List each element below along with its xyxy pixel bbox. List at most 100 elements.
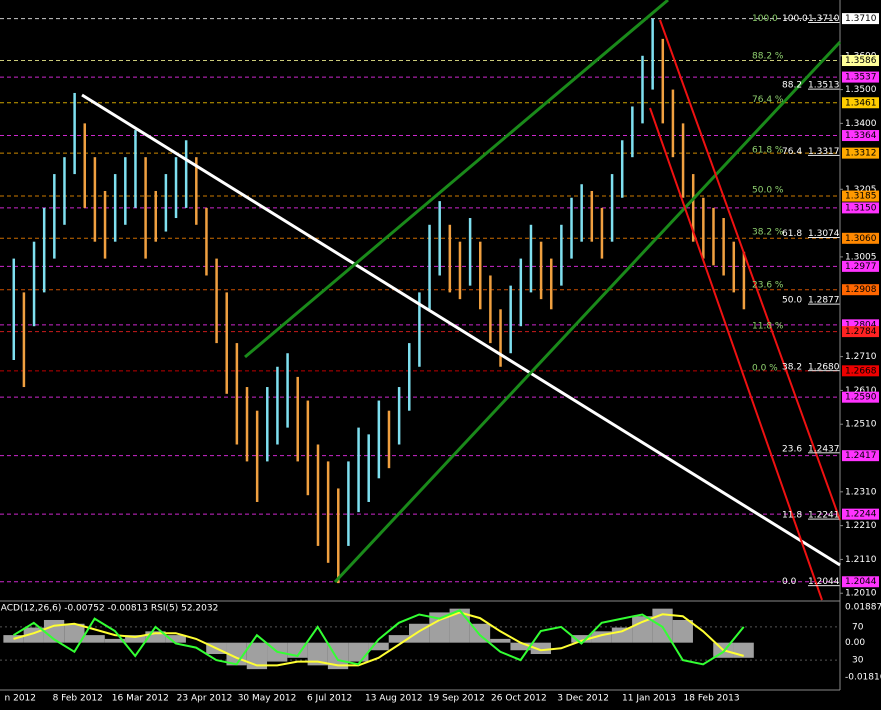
price-bar: [590, 190, 594, 242]
fib-price: 1.2680: [808, 362, 840, 372]
price-bar: [134, 130, 137, 208]
x-tick-label: 11 Jan 2013: [622, 694, 676, 704]
rsi-line: [12, 609, 745, 666]
price-bar: [63, 157, 66, 225]
y-tick-label: 0.00: [845, 638, 865, 648]
price-bar: [620, 140, 624, 198]
fib-level: 100.0: [782, 14, 808, 24]
price-bar: [83, 123, 87, 208]
price-bar: [195, 157, 198, 225]
price-bar: [560, 224, 563, 286]
level-box: [842, 319, 879, 331]
price-bar: [326, 461, 330, 563]
level-label: 1.2908: [845, 285, 877, 295]
fib-price: 1.3513: [808, 81, 840, 91]
level-label: 1.3537: [845, 73, 877, 83]
level-box: [842, 147, 879, 159]
level-box: [842, 576, 879, 588]
level-box: [842, 260, 879, 272]
x-tick-label: 18 Feb 2013: [684, 694, 740, 704]
price-bar: [580, 184, 583, 242]
price-bar: [428, 224, 431, 310]
indicator-panel: MACD(12,26,6) -0.00752 -0.00813 RSI(5) 5…: [0, 603, 881, 683]
fib-price: 1.2437: [808, 444, 840, 454]
price-bar: [22, 292, 26, 388]
price-bar: [448, 224, 452, 293]
level-label: 1.2977: [845, 262, 877, 272]
level-label: 1.2044: [845, 577, 877, 587]
price-bar: [519, 258, 523, 327]
fib-label: 76.4 %: [752, 95, 784, 105]
level-box: [842, 190, 879, 202]
price-bar: [499, 309, 502, 367]
level-box: [842, 391, 879, 403]
fib-price: 1.2241: [808, 511, 840, 521]
price-bar: [306, 400, 310, 496]
fib-label: 23.6 %: [752, 280, 784, 290]
fib-label: 100.0: [752, 14, 778, 24]
price-bar: [509, 285, 512, 354]
fibonacci: 100.0 88.2 % 76.4 % 61.8 % 50.0 % 38.2 % 23.6 …: [752, 14, 840, 587]
level-label: 1.3364: [845, 131, 877, 141]
y-tick-label: 1.2610: [845, 386, 877, 396]
macd-bar: [672, 619, 693, 643]
price-bar: [367, 434, 370, 502]
price-bar: [225, 292, 228, 394]
price-bar: [174, 157, 178, 219]
fib-level: 61.8: [782, 229, 802, 239]
level-box: [842, 508, 879, 520]
level-label: 1.2784: [845, 327, 877, 337]
price-bar: [641, 55, 644, 124]
fib-level: 76.4: [782, 147, 802, 157]
channel-line: [244, 0, 669, 359]
price-bar: [651, 18, 654, 90]
x-tick-label: 19 Sep 2012: [428, 694, 485, 704]
channel-line: [649, 107, 823, 601]
macd-bar: [429, 612, 450, 643]
y2-tick-label: 30: [852, 656, 864, 666]
macd-bar: [632, 616, 653, 643]
fib-level: 11.8: [782, 511, 802, 521]
x-tick-label: 23 Apr 2012: [177, 694, 233, 704]
x-tick-label: 13 Aug 2012: [365, 694, 423, 704]
y-tick-label: 1.3400: [845, 119, 877, 129]
price-bar: [42, 207, 46, 293]
price-bar: [570, 197, 573, 259]
level-box: [842, 326, 879, 338]
price-bar: [286, 353, 289, 428]
price-bar: [205, 207, 208, 276]
price-bar: [73, 92, 76, 175]
price-bar: [681, 123, 685, 198]
x-tick-label: 26 Oct 2012: [491, 694, 547, 704]
fib-label: 0.0 %: [752, 363, 778, 373]
fib-level: 23.6: [782, 444, 802, 454]
y-tick-label: -0.01816: [845, 673, 881, 683]
price-bar: [357, 427, 360, 513]
price-bar: [408, 343, 411, 411]
fib-price: 1.3074: [808, 229, 840, 239]
fib-level: 38.2: [782, 362, 802, 372]
y-tick-label: 0.01887: [845, 603, 881, 613]
level-label: 1.3060: [845, 234, 877, 244]
macd-bar: [571, 635, 592, 643]
price-bar: [742, 251, 746, 310]
price-bar: [276, 366, 279, 445]
trendline: [81, 93, 841, 567]
price-bar: [296, 376, 299, 462]
macd-bar: [84, 635, 105, 643]
macd-bar: [530, 642, 551, 655]
fib-label: 11.8 %: [752, 321, 784, 331]
x-tick-label: 8 Feb 2012: [53, 694, 103, 704]
level-box: [842, 55, 879, 67]
trendlines: [81, 0, 842, 601]
price-bar: [124, 157, 127, 225]
fib-price: 1.2877: [808, 296, 840, 306]
level-box: [842, 71, 879, 83]
price-bar: [113, 174, 117, 242]
price-bar: [539, 241, 543, 300]
y-tick-label: 1.3205: [845, 185, 877, 195]
price-bar: [235, 343, 239, 445]
level-box: [842, 450, 879, 462]
price-bar: [387, 410, 391, 469]
